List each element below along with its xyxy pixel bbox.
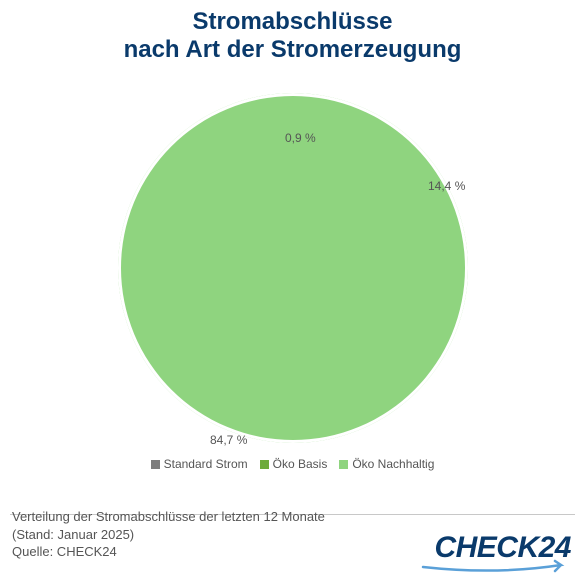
footnote: Verteilung der Stromabschlüsse der letzt… — [12, 508, 325, 561]
legend-item: Öko Nachhaltig — [339, 456, 434, 471]
slice-label: 0,9 % — [285, 131, 316, 145]
title-line-2: nach Art der Stromerzeugung — [0, 36, 585, 64]
legend-item: Öko Basis — [260, 456, 328, 471]
infographic-container: Stromabschlüsse nach Art der Stromerzeug… — [0, 0, 585, 585]
slice-label: 84,7 % — [210, 433, 247, 447]
footnote-line-1: Verteilung der Stromabschlüsse der letzt… — [12, 508, 325, 526]
slice-label: 14,4 % — [428, 179, 465, 193]
title-line-1: Stromabschlüsse — [0, 8, 585, 36]
legend-swatch — [339, 460, 348, 469]
pie-wrap — [118, 93, 468, 443]
legend-label: Öko Nachhaltig — [352, 457, 434, 471]
legend-item: Standard Strom — [151, 456, 248, 471]
brand-arrow-icon — [421, 559, 571, 573]
footnote-line-2: (Stand: Januar 2025) — [12, 526, 325, 544]
legend-label: Standard Strom — [164, 457, 248, 471]
legend: Standard Strom Öko Basis Öko Nachhaltig — [0, 456, 585, 471]
legend-swatch — [260, 460, 269, 469]
footnote-line-3: Quelle: CHECK24 — [12, 543, 325, 561]
chart-title: Stromabschlüsse nach Art der Stromerzeug… — [0, 0, 585, 63]
legend-label: Öko Basis — [273, 457, 328, 471]
chart-area: 0,9 % 14,4 % 84,7 % Standard Strom Öko Basi… — [0, 63, 585, 473]
pie-chart — [118, 93, 468, 443]
legend-swatch — [151, 460, 160, 469]
